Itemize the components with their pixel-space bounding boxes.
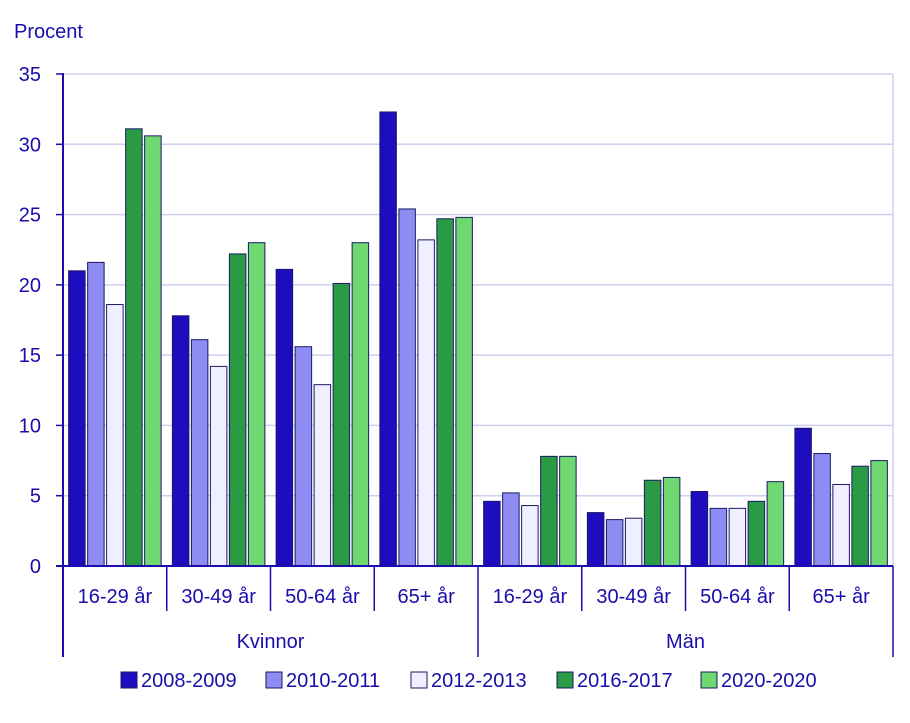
legend-label: 2020-2020 <box>721 670 817 692</box>
y-tick-label: 30 <box>19 134 41 156</box>
y-tick-label: 10 <box>19 415 41 437</box>
bar <box>662 476 681 567</box>
bar <box>294 346 313 567</box>
bar <box>332 282 351 567</box>
x-tick-label: 30-49 år <box>181 586 256 608</box>
legend: 2008-2009 2010-2011 2012-2013 2016-2017 2020… <box>120 670 817 692</box>
bar <box>379 111 397 567</box>
bar <box>228 253 247 567</box>
x-tick-label: 16-29 år <box>493 586 568 608</box>
bar <box>171 315 190 567</box>
bar <box>247 242 266 567</box>
legend-label: 2016-2017 <box>577 670 673 692</box>
x-tick-label: 50-64 år <box>700 586 775 608</box>
legend-label: 2012-2013 <box>431 670 527 692</box>
bar <box>190 339 209 567</box>
bar <box>832 483 850 567</box>
bar <box>559 455 577 567</box>
y-tick-label: 15 <box>19 345 41 367</box>
x-tick-label: 65+ år <box>812 586 870 608</box>
legend-label: 2010-2011 <box>286 670 380 692</box>
bar <box>483 500 501 567</box>
bar <box>502 492 520 567</box>
group-label: Män <box>666 631 705 653</box>
bar <box>709 507 728 567</box>
legend-swatch <box>410 671 428 689</box>
bar <box>870 460 888 567</box>
legend-swatch <box>265 671 283 689</box>
bar <box>455 216 473 567</box>
bar <box>540 455 558 567</box>
x-category-labels: 16-29 år 30-49 år 50-64 år 65+ år 16-29 år 30… <box>78 586 870 653</box>
legend-label: 2008-2009 <box>141 670 237 692</box>
y-tick-label: 25 <box>19 205 41 227</box>
bar <box>87 261 105 567</box>
y-tick-label: 5 <box>30 486 41 508</box>
y-axis-label: Procent <box>14 21 83 43</box>
bar <box>586 512 605 567</box>
bar <box>605 519 624 567</box>
x-tick-label: 30-49 år <box>596 586 671 608</box>
bar <box>275 268 294 567</box>
bar <box>125 128 143 567</box>
bar <box>398 208 416 567</box>
bars <box>68 111 888 567</box>
legend-swatch <box>700 671 718 689</box>
x-tick-label: 50-64 år <box>285 586 360 608</box>
bar <box>766 481 785 567</box>
bar <box>436 218 454 567</box>
y-tick-label: 0 <box>30 556 41 578</box>
group-label: Kvinnor <box>237 631 305 653</box>
bar <box>417 239 435 567</box>
bar <box>313 384 332 567</box>
y-tick-labels: 0 5 10 15 20 25 30 35 <box>19 64 41 578</box>
bar <box>521 505 539 567</box>
bar <box>813 453 831 567</box>
axes <box>56 73 894 657</box>
bar <box>624 517 643 567</box>
bar <box>351 242 370 567</box>
bar <box>690 490 709 567</box>
legend-swatch <box>120 671 138 689</box>
bar <box>794 427 812 567</box>
x-tick-label: 65+ år <box>397 586 455 608</box>
bar <box>106 304 124 567</box>
bar <box>747 500 766 567</box>
bar <box>209 365 228 567</box>
bar <box>643 479 662 567</box>
bar <box>144 135 162 567</box>
bar <box>851 465 869 567</box>
bar <box>728 507 747 567</box>
bar <box>68 270 86 567</box>
y-tick-label: 20 <box>19 275 41 297</box>
y-tick-label: 35 <box>19 64 41 86</box>
legend-swatch <box>556 671 574 689</box>
x-tick-label: 16-29 år <box>78 586 153 608</box>
